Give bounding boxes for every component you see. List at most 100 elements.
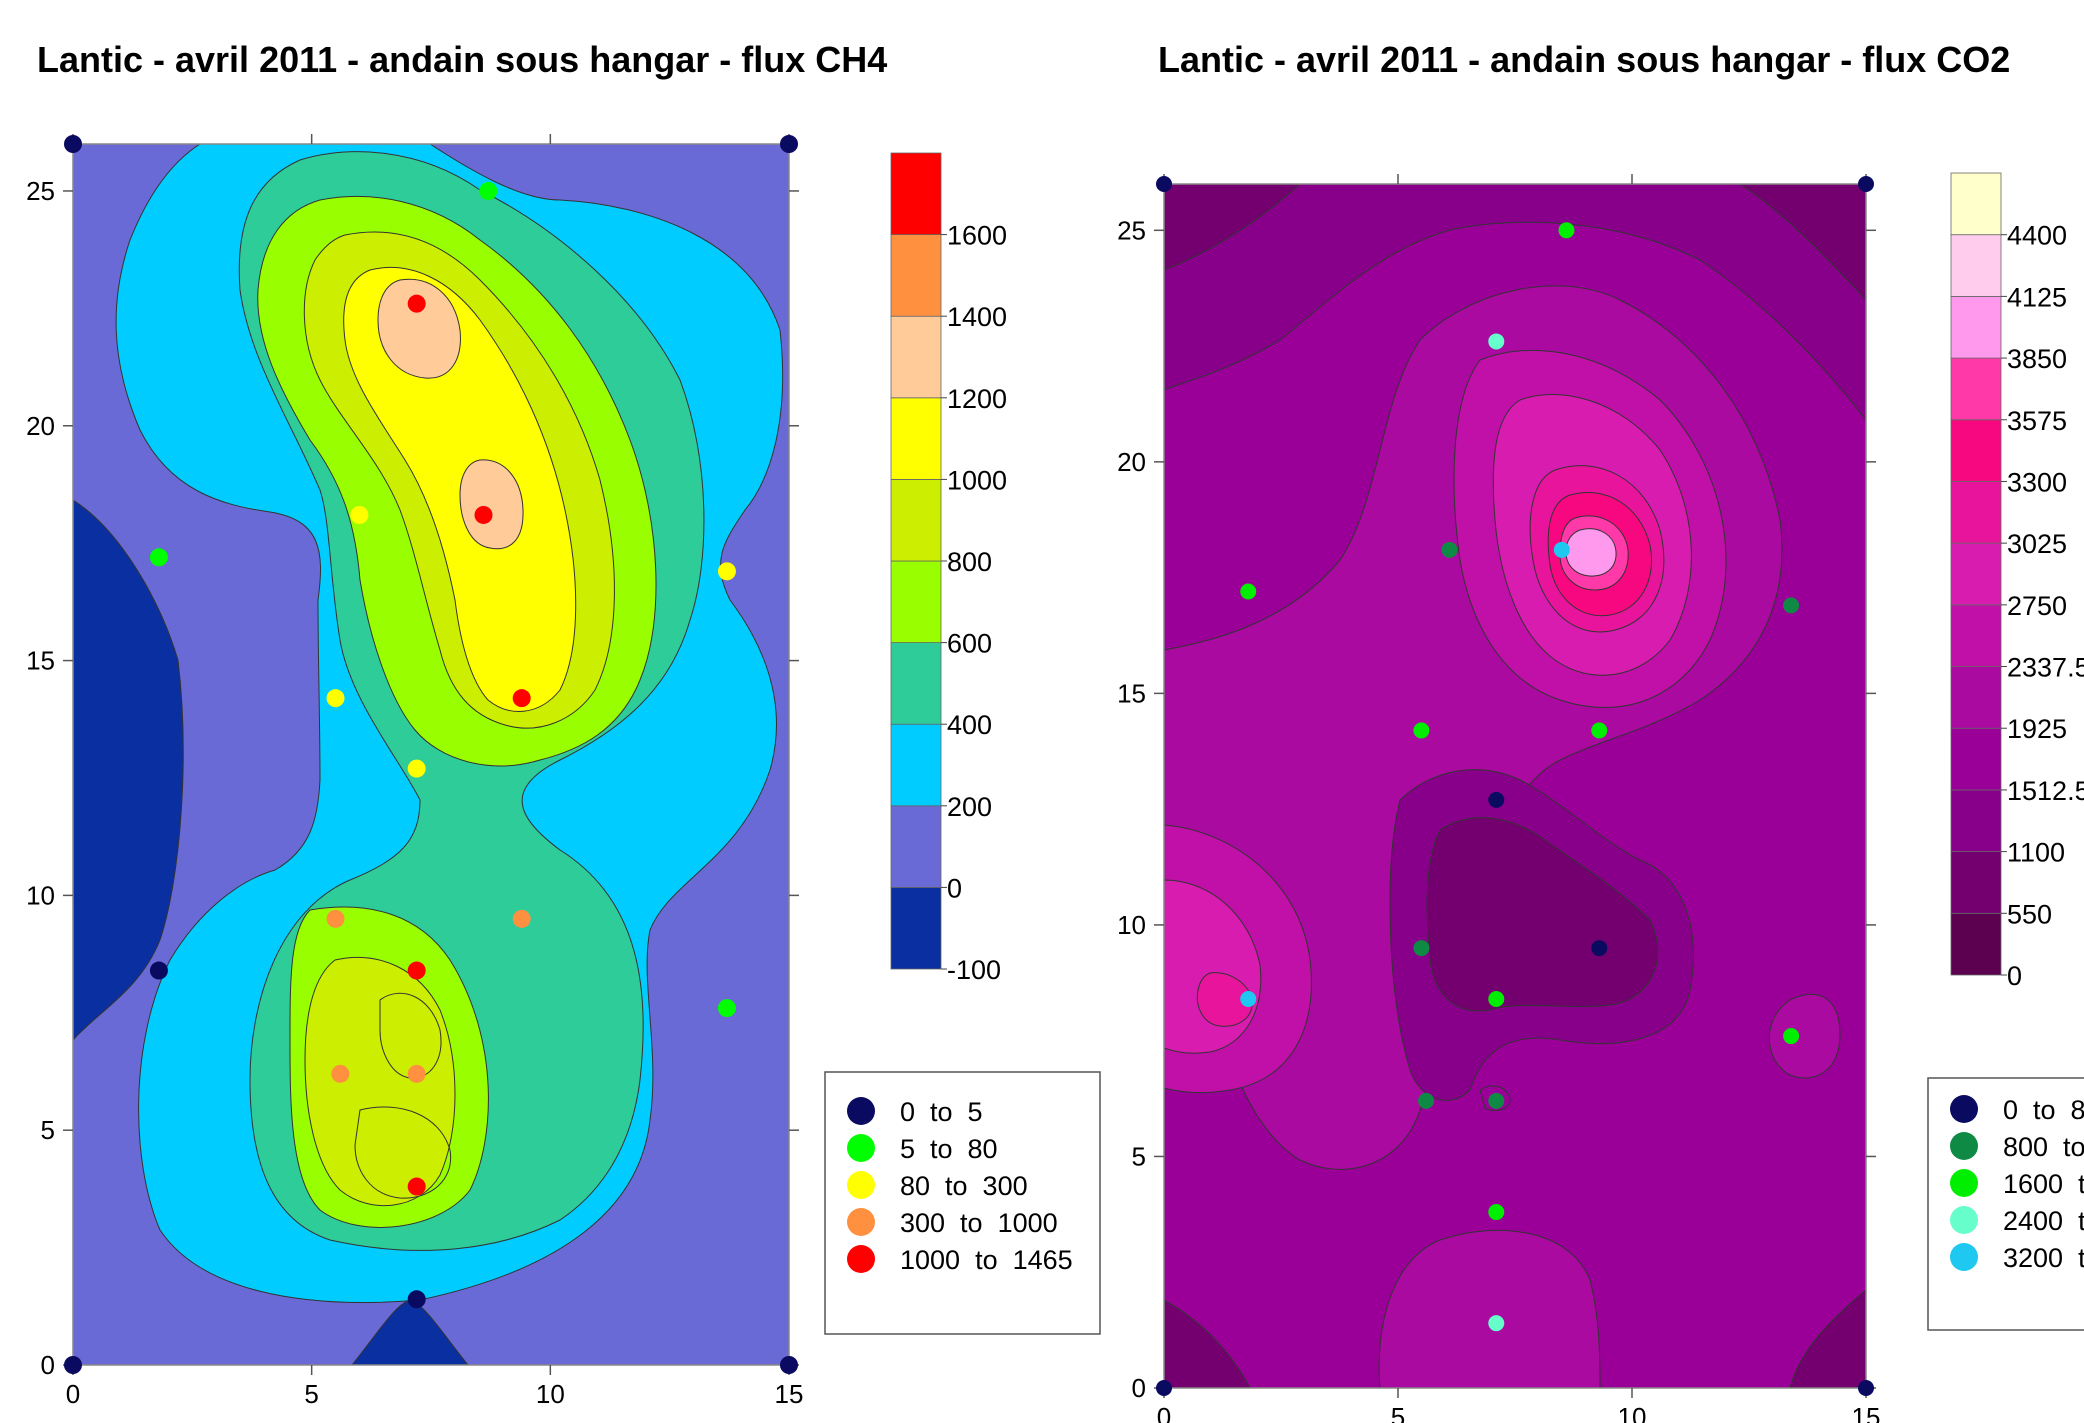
ch4-sample-point	[780, 1356, 798, 1374]
co2-legend-marker	[1950, 1206, 1978, 1234]
co2-colorbar-label: 3850	[2007, 344, 2067, 374]
co2-colorbar-swatch	[1950, 666, 2002, 729]
co2-sample-point	[1591, 940, 1608, 957]
co2-x-tick-label: 0	[1157, 1402, 1171, 1423]
ch4-level-1200-1400-a	[377, 278, 461, 379]
co2-colorbar-label: 2750	[2007, 591, 2067, 621]
co2-sample-point	[1413, 722, 1430, 739]
ch4-colorbar-label: 1600	[947, 221, 1007, 251]
co2-colorbar-swatch	[1950, 789, 2002, 853]
co2-axes: 0 5 10 15 0 5 10 15 20 25	[1117, 174, 1880, 1423]
co2-sample-point	[1488, 1315, 1505, 1332]
co2-sample-point	[1488, 1204, 1505, 1221]
co2-plot-frame	[1163, 183, 1867, 1389]
co2-y-tick-label: 5	[1132, 1141, 1146, 1171]
ch4-colorbar-label: 1200	[947, 384, 1007, 414]
ch4-sample-point	[512, 909, 531, 928]
ch4-sample-point	[326, 689, 345, 708]
co2-x-tick-label: 10	[1618, 1402, 1647, 1423]
ch4-colorbar-label: 600	[947, 629, 992, 659]
co2-legend-marker	[1950, 1169, 1978, 1197]
ch4-colorbar-label: 800	[947, 547, 992, 577]
co2-level-1925-2337-right	[1768, 993, 1841, 1079]
co2-colorbar: 0 550 1100 1512.5 1925 2337.5 2750 3025 3300 3575…	[1950, 172, 2084, 991]
co2-level-550-1100-top-left	[1164, 184, 1301, 271]
co2-sample-point	[1553, 541, 1570, 558]
co2-sample-point	[1488, 333, 1505, 350]
co2-colorbar-swatch	[1950, 172, 2002, 236]
co2-y-tick-label: 10	[1117, 910, 1146, 940]
ch4-level-1000-1200	[343, 266, 577, 712]
co2-sample-point	[1591, 722, 1608, 739]
co2-colorbar-label: 3300	[2007, 467, 2067, 497]
ch4-y-tick-label: 15	[26, 646, 55, 676]
co2-chart-title: Lantic - avril 2011 - andain sous hangar…	[1158, 39, 2010, 80]
ch4-colorbar-swatch	[890, 478, 942, 562]
ch4-x-tick-label: 5	[304, 1379, 318, 1409]
co2-legend-label: 2400 t	[2003, 1206, 2084, 1236]
ch4-sample-point	[407, 1177, 426, 1196]
co2-sample-point	[1488, 1092, 1505, 1109]
ch4-contour-plot	[73, 144, 789, 1365]
ch4-y-tick-label: 20	[26, 411, 55, 441]
ch4-legend-label: 0 to 5	[900, 1097, 983, 1127]
co2-colorbar-label: 3575	[2007, 406, 2067, 436]
ch4-colorbar-swatch	[890, 560, 942, 643]
ch4-sample-point	[326, 909, 345, 928]
co2-sample-point	[1418, 1092, 1435, 1109]
co2-colorbar-swatch	[1950, 234, 2002, 297]
ch4-sample-point	[64, 1356, 82, 1374]
co2-sample-points	[1156, 176, 1874, 1396]
co2-colorbar-label: 2337.5	[2007, 653, 2084, 683]
ch4-y-tick-label: 5	[41, 1115, 55, 1145]
ch4-sample-point	[717, 562, 736, 581]
co2-colorbar-swatch	[1950, 357, 2002, 421]
co2-colorbar-label: 4400	[2007, 221, 2067, 251]
ch4-sample-point	[717, 999, 736, 1018]
co2-legend-marker	[1950, 1132, 1978, 1160]
co2-colorbar-label: 3025	[2007, 529, 2067, 559]
ch4-sample-point	[350, 505, 369, 524]
ch4-sample-point	[512, 689, 531, 708]
ch4-sample-point	[780, 135, 798, 153]
ch4-legend-label: 300 to 1000	[900, 1208, 1058, 1238]
ch4-legend-marker	[847, 1171, 875, 1199]
ch4-colorbar-swatch	[890, 397, 942, 480]
ch4-legend-label: 1000 to 1465	[900, 1245, 1073, 1275]
ch4-colorbar-label: 400	[947, 710, 992, 740]
ch4-legend-marker	[847, 1134, 875, 1162]
co2-sample-point	[1858, 176, 1874, 192]
ch4-colorbar-label: -100	[947, 955, 1001, 985]
ch4-legend: 0 to 5 5 to 80 80 to 300 300 to 1000 1000 to…	[824, 1071, 1101, 1335]
co2-legend-label: 0 to 8	[2003, 1095, 2084, 1125]
co2-sample-point	[1240, 991, 1257, 1008]
ch4-colorbar-swatch	[890, 723, 942, 807]
ch4-colorbar-swatch	[890, 642, 942, 725]
co2-colorbar-swatch	[1950, 604, 2002, 667]
ch4-plot-frame	[72, 143, 790, 1366]
ch4-inner-contour-a	[379, 992, 442, 1079]
co2-sample-point	[1488, 991, 1505, 1008]
ch4-legend-marker	[847, 1245, 875, 1273]
ch4-colorbar-swatch	[890, 152, 942, 235]
ch4-sample-point	[407, 759, 426, 778]
co2-sample-point	[1156, 1380, 1172, 1396]
ch4-sample-point	[331, 1064, 350, 1083]
co2-y-tick-label: 0	[1132, 1373, 1146, 1403]
co2-legend-marker	[1950, 1095, 1978, 1123]
ch4-legend-label: 5 to 80	[900, 1134, 998, 1164]
co2-colorbar-label: 550	[2007, 899, 2052, 929]
co2-level-550-1100-center	[1426, 817, 1659, 1012]
ch4-colorbar: -100 0 200 400 600 800 1000 1200 1400 1600	[890, 152, 1007, 985]
co2-chart: Lantic - avril 2011 - andain sous hangar…	[1117, 39, 2084, 1423]
co2-colorbar-label: 1100	[2007, 838, 2065, 868]
ch4-sample-point	[407, 961, 426, 980]
ch4-colorbar-swatch	[890, 234, 942, 317]
co2-sample-point	[1783, 597, 1800, 614]
co2-sample-point	[1240, 583, 1257, 600]
co2-sample-point	[1858, 1380, 1874, 1396]
co2-colorbar-swatch	[1950, 851, 2002, 914]
co2-colorbar-label: 4125	[2007, 282, 2067, 312]
ch4-colorbar-swatch	[890, 315, 942, 399]
ch4-colorbar-swatch	[890, 805, 942, 888]
